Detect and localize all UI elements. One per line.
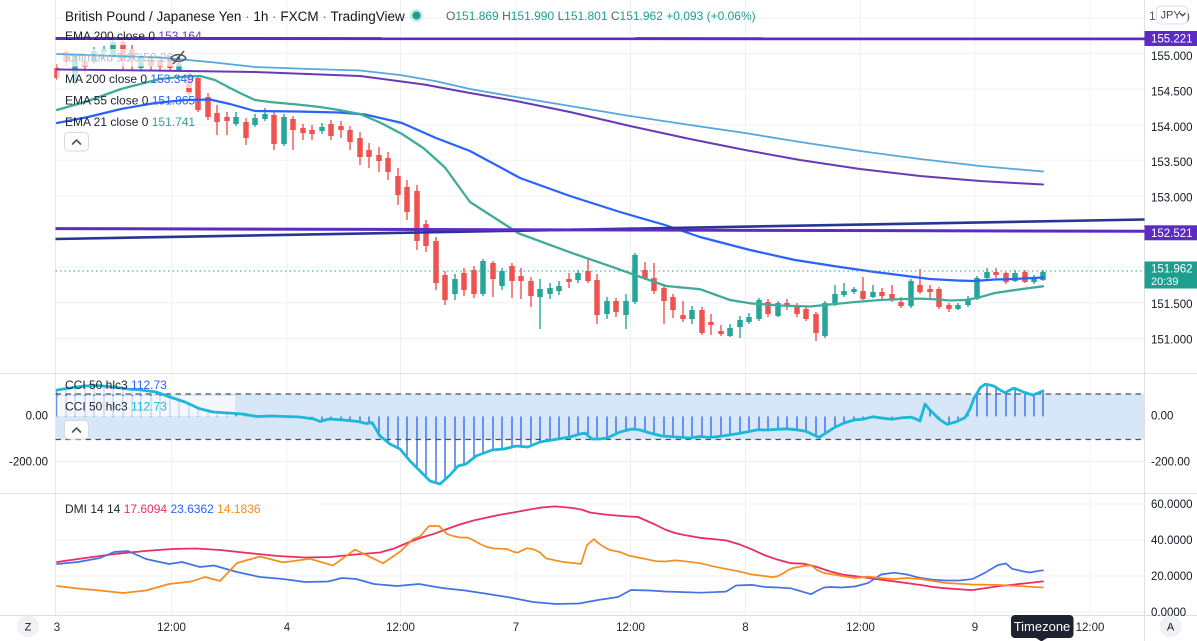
- svg-text:20.0000: 20.0000: [1151, 571, 1193, 583]
- svg-text:CCI 50 hlc3 112.73: CCI 50 hlc3 112.73: [65, 378, 167, 392]
- svg-text:4: 4: [284, 622, 291, 634]
- svg-text:151.500: 151.500: [1151, 299, 1193, 311]
- svg-text:12:00: 12:00: [386, 622, 415, 634]
- svg-text:British Pound / Japanese Yen ·: British Pound / Japanese Yen · 1h · FXCM…: [65, 9, 405, 24]
- svg-text:-200.00: -200.00: [9, 457, 48, 469]
- svg-text:Ichimoku 9 26 52 26: Ichimoku 9 26 52 26: [65, 51, 173, 65]
- svg-text:154.500: 154.500: [1151, 87, 1193, 99]
- svg-text:-200.00: -200.00: [1151, 457, 1190, 469]
- svg-text:Z: Z: [25, 622, 32, 634]
- svg-text:Timezone: Timezone: [1014, 619, 1071, 634]
- svg-text:155.000: 155.000: [1151, 51, 1193, 63]
- svg-text:60.0000: 60.0000: [1151, 499, 1193, 511]
- svg-text:CCI 50 hlc3 112.73: CCI 50 hlc3 112.73: [65, 400, 167, 414]
- svg-text:155.221: 155.221: [1151, 34, 1193, 46]
- svg-text:A: A: [1167, 622, 1175, 634]
- svg-text:154.000: 154.000: [1151, 122, 1193, 134]
- svg-text:12:00: 12:00: [616, 622, 645, 634]
- svg-text:12:00: 12:00: [1076, 622, 1105, 634]
- svg-text:7: 7: [513, 622, 519, 634]
- svg-text:153.500: 153.500: [1151, 157, 1193, 169]
- svg-text:EMA 21 close 0 151.741: EMA 21 close 0 151.741: [65, 115, 195, 129]
- svg-text:9: 9: [972, 622, 978, 634]
- svg-text:153.000: 153.000: [1151, 193, 1193, 205]
- svg-text:20:39: 20:39: [1151, 276, 1179, 288]
- svg-text:40.0000: 40.0000: [1151, 535, 1193, 547]
- svg-text:3: 3: [54, 622, 60, 634]
- svg-text:O151.869 H151.990 L151.801 C15: O151.869 H151.990 L151.801 C151.962 +0.0…: [446, 9, 756, 23]
- svg-text:EMA 55 close 0 151.865: EMA 55 close 0 151.865: [65, 94, 195, 108]
- svg-text:0.00: 0.00: [1151, 411, 1173, 423]
- svg-text:0.00: 0.00: [26, 411, 48, 423]
- svg-text:DMI 14 14 17.6094 23.6362 1: DMI 14 14 17.6094 23.6362 14.1836: [65, 502, 261, 516]
- svg-text:12:00: 12:00: [846, 622, 875, 634]
- svg-text:MA 200 close 0 153.349: MA 200 close 0 153.349: [65, 72, 194, 86]
- svg-text:152.521: 152.521: [1151, 228, 1193, 240]
- svg-text:8: 8: [742, 622, 748, 634]
- svg-text:EMA 200 close 0 153.164: EMA 200 close 0 153.164: [65, 29, 202, 43]
- svg-text:12:00: 12:00: [157, 622, 186, 634]
- svg-text:JPY: JPY: [1161, 10, 1182, 22]
- svg-text:0.0000: 0.0000: [1151, 607, 1186, 619]
- svg-text:151.962: 151.962: [1151, 264, 1193, 276]
- svg-text:1: 1: [1149, 9, 1156, 23]
- svg-text:151.000: 151.000: [1151, 335, 1193, 347]
